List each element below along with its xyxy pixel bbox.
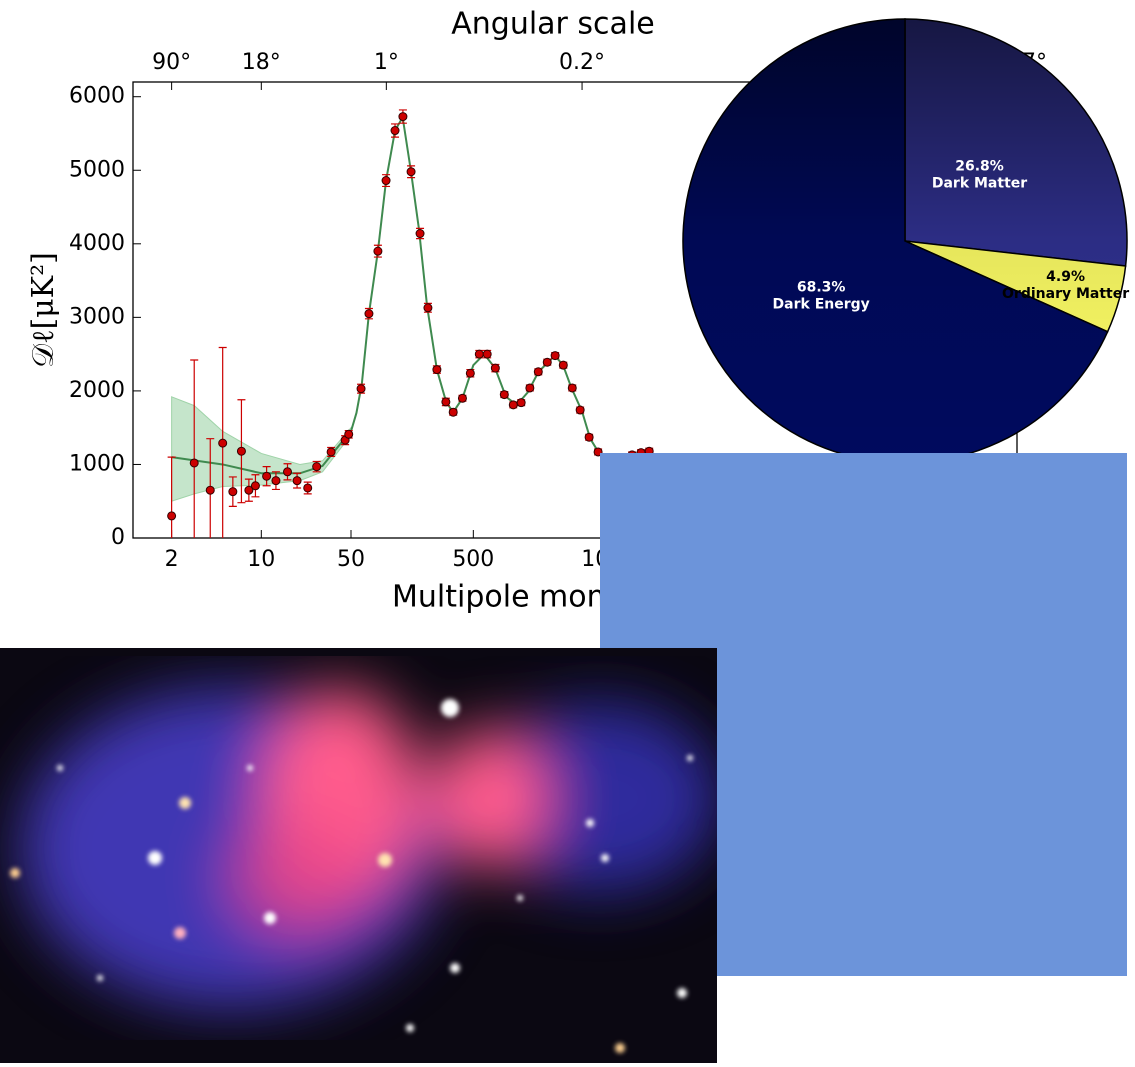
data-point [526, 384, 534, 392]
pie-category: Dark Matter [932, 175, 1027, 191]
data-point [313, 463, 321, 471]
cosmic-variance-band [172, 397, 351, 501]
y-axis-label: 𝒟ℓ[μK²] [26, 252, 61, 368]
top-axis-label: Angular scale [451, 7, 654, 42]
data-point [304, 484, 312, 492]
y-tick-label: 6000 [69, 84, 125, 109]
bullet-cluster-image [0, 648, 720, 1063]
data-point [407, 168, 415, 176]
top-tick-label: 18° [242, 50, 281, 75]
data-point [491, 364, 499, 372]
data-point [263, 472, 271, 480]
data-point [500, 391, 508, 399]
data-point [576, 406, 584, 414]
data-point [272, 477, 280, 485]
y-tick-label: 0 [111, 525, 125, 550]
data-point [568, 384, 576, 392]
data-point [543, 358, 551, 366]
data-point [284, 468, 292, 476]
pie-value-label: 4.9% [1046, 269, 1085, 285]
data-point [399, 113, 407, 121]
y-tick-label: 4000 [69, 231, 125, 256]
top-tick-label: 90° [152, 50, 191, 75]
data-point [449, 408, 457, 416]
top-tick-label: 0.2° [559, 50, 605, 75]
y-tick-label: 5000 [69, 157, 125, 182]
pie-category: Dark Energy [773, 296, 870, 312]
data-point [345, 430, 353, 438]
data-point [206, 486, 214, 494]
data-point [293, 477, 301, 485]
data-point [475, 350, 483, 358]
page: {"chart_data": [ {"type": "scatter", "x2… [0, 0, 1135, 1063]
y-tick-label: 1000 [69, 451, 125, 476]
pie-value-label: 26.8% [955, 158, 1004, 174]
y-tick-label: 3000 [69, 304, 125, 329]
data-point [391, 127, 399, 135]
data-point [219, 439, 227, 447]
data-point [534, 368, 542, 376]
data-point [458, 394, 466, 402]
data-point [466, 369, 474, 377]
pie-category: Ordinary Matter [1002, 286, 1129, 302]
data-point [433, 366, 441, 374]
collage: Angular scale Multipole moment, ℓ 𝒟ℓ[μK²… [0, 0, 1135, 1063]
top-tick-label: 1° [374, 50, 399, 75]
data-point [585, 433, 593, 441]
data-point [509, 401, 517, 409]
data-point [229, 488, 237, 496]
pie-value-label: 68.3% [797, 279, 846, 295]
plot-area [168, 110, 654, 575]
data-point [442, 398, 450, 406]
data-point [551, 352, 559, 360]
x-tick-label: 50 [337, 547, 365, 572]
data-point [416, 230, 424, 238]
data-point [517, 399, 525, 407]
pie-chart: 26.8%Dark Matter 4.9%Ordinary Matter 68.3%… [683, 19, 1129, 463]
data-point [559, 361, 567, 369]
data-point [382, 177, 390, 185]
bullet-cluster [0, 648, 720, 1063]
data-point [251, 482, 259, 490]
x-tick-label: 500 [452, 547, 494, 572]
data-point [237, 447, 245, 455]
data-point [374, 247, 382, 255]
data-point [190, 459, 198, 467]
data-point [357, 385, 365, 393]
data-point [365, 310, 373, 318]
x-tick-label: 2 [165, 547, 179, 572]
pie-slice [905, 19, 1127, 266]
x-tick-label: 10 [247, 547, 275, 572]
data-point [327, 448, 335, 456]
data-point [483, 350, 491, 358]
data-point [424, 304, 432, 312]
data-point [168, 512, 176, 520]
y-tick-label: 2000 [69, 378, 125, 403]
